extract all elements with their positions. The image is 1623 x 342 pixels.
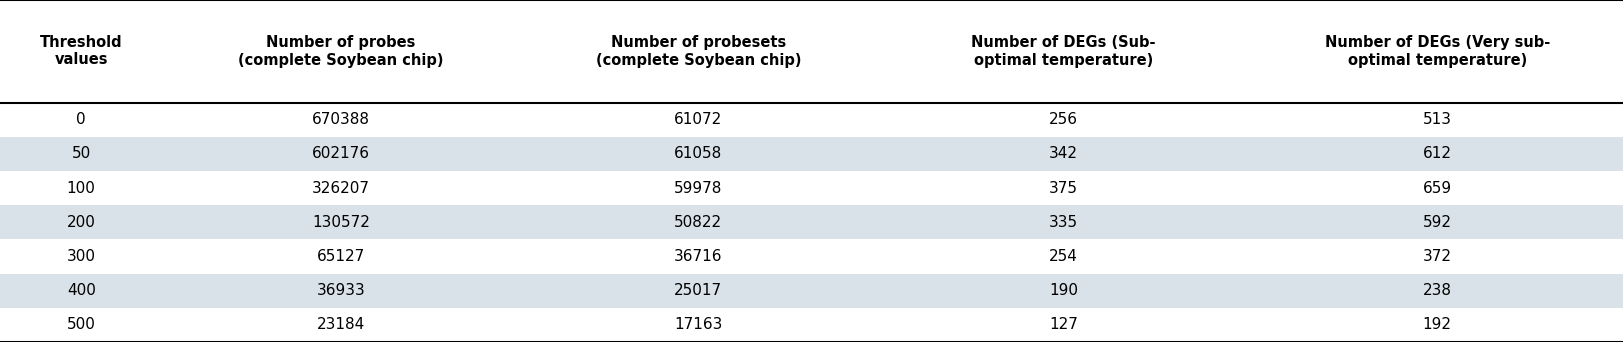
Text: 59978: 59978: [674, 181, 722, 196]
Bar: [519, 137, 876, 171]
Bar: [1250, 0, 1623, 103]
Text: 372: 372: [1422, 249, 1451, 264]
Text: Number of probes
(complete Soybean chip): Number of probes (complete Soybean chip): [239, 35, 443, 67]
Bar: [876, 308, 1250, 342]
Text: 254: 254: [1048, 249, 1078, 264]
Bar: [0, 308, 162, 342]
Text: 36933: 36933: [316, 283, 365, 298]
Text: 256: 256: [1048, 112, 1078, 127]
Text: 513: 513: [1422, 112, 1451, 127]
Text: 50822: 50822: [674, 215, 722, 230]
Text: Threshold
values: Threshold values: [41, 35, 122, 67]
Text: Number of probesets
(complete Soybean chip): Number of probesets (complete Soybean ch…: [596, 35, 800, 67]
Text: 130572: 130572: [312, 215, 370, 230]
Bar: [1250, 308, 1623, 342]
Bar: [162, 137, 519, 171]
Bar: [519, 239, 876, 274]
Bar: [519, 205, 876, 239]
Bar: [876, 0, 1250, 103]
Bar: [162, 171, 519, 205]
Text: 61072: 61072: [674, 112, 722, 127]
Bar: [519, 103, 876, 137]
Bar: [0, 239, 162, 274]
Bar: [876, 205, 1250, 239]
Bar: [162, 103, 519, 137]
Bar: [162, 205, 519, 239]
Bar: [876, 137, 1250, 171]
Text: 50: 50: [71, 146, 91, 161]
Bar: [1250, 239, 1623, 274]
Bar: [162, 274, 519, 308]
Bar: [519, 0, 876, 103]
Text: 0: 0: [76, 112, 86, 127]
Text: 659: 659: [1422, 181, 1451, 196]
Text: 23184: 23184: [316, 317, 365, 332]
Text: 500: 500: [67, 317, 96, 332]
Text: 25017: 25017: [674, 283, 722, 298]
Bar: [0, 103, 162, 137]
Bar: [1250, 171, 1623, 205]
Text: 300: 300: [67, 249, 96, 264]
Bar: [162, 0, 519, 103]
Bar: [876, 171, 1250, 205]
Bar: [0, 205, 162, 239]
Bar: [876, 103, 1250, 137]
Text: 612: 612: [1422, 146, 1451, 161]
Bar: [0, 274, 162, 308]
Bar: [519, 171, 876, 205]
Text: 375: 375: [1048, 181, 1078, 196]
Text: 670388: 670388: [312, 112, 370, 127]
Text: 200: 200: [67, 215, 96, 230]
Bar: [1250, 103, 1623, 137]
Text: 190: 190: [1048, 283, 1078, 298]
Bar: [0, 137, 162, 171]
Bar: [162, 308, 519, 342]
Text: 592: 592: [1422, 215, 1451, 230]
Text: 602176: 602176: [312, 146, 370, 161]
Bar: [876, 239, 1250, 274]
Bar: [876, 274, 1250, 308]
Text: 65127: 65127: [316, 249, 365, 264]
Text: Number of DEGs (Very sub-
optimal temperature): Number of DEGs (Very sub- optimal temper…: [1324, 35, 1548, 67]
Bar: [519, 274, 876, 308]
Bar: [0, 171, 162, 205]
Text: 326207: 326207: [312, 181, 370, 196]
Text: 335: 335: [1048, 215, 1078, 230]
Bar: [1250, 274, 1623, 308]
Bar: [1250, 205, 1623, 239]
Text: 36716: 36716: [674, 249, 722, 264]
Text: 127: 127: [1048, 317, 1078, 332]
Text: 238: 238: [1422, 283, 1451, 298]
Text: 400: 400: [67, 283, 96, 298]
Bar: [1250, 137, 1623, 171]
Text: Number of DEGs (Sub-
optimal temperature): Number of DEGs (Sub- optimal temperature…: [971, 35, 1156, 67]
Text: 17163: 17163: [674, 317, 722, 332]
Text: 342: 342: [1048, 146, 1078, 161]
Text: 100: 100: [67, 181, 96, 196]
Bar: [519, 308, 876, 342]
Text: 61058: 61058: [674, 146, 722, 161]
Bar: [162, 239, 519, 274]
Text: 192: 192: [1422, 317, 1451, 332]
Bar: [0, 0, 162, 103]
